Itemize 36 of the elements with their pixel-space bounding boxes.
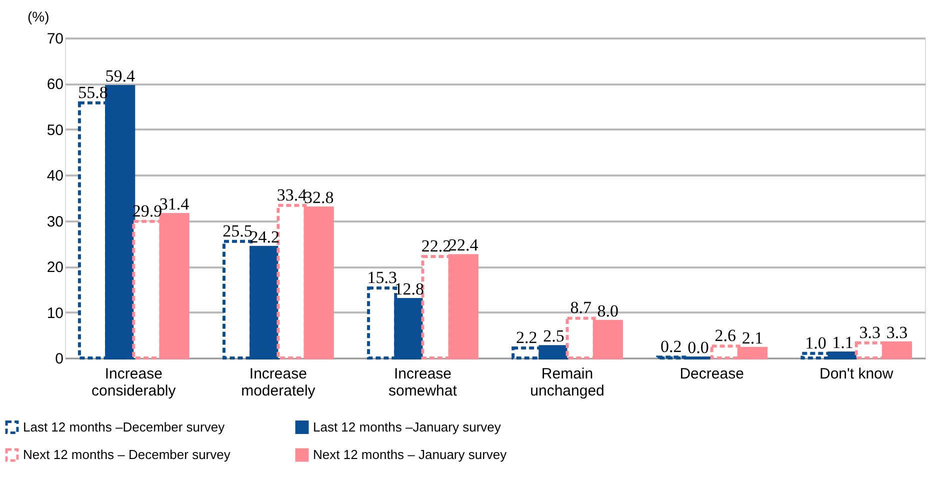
text: 0.2 bbox=[660, 337, 682, 356]
y-tick-label: 0 bbox=[55, 350, 64, 368]
text: 1.1 bbox=[832, 332, 854, 352]
y-tick-label: 50 bbox=[46, 122, 64, 139]
text: 15.3 bbox=[367, 268, 397, 288]
y-tick-label: 30 bbox=[46, 213, 64, 230]
y-axis-title: (%) bbox=[28, 8, 50, 24]
x-tick-label: Increase considerably bbox=[92, 366, 176, 400]
legend-label: Last 12 months –January survey bbox=[313, 419, 502, 434]
text: 2.5 bbox=[543, 326, 564, 346]
y-tick-label: 20 bbox=[46, 259, 64, 276]
text: 32.8 bbox=[304, 188, 334, 208]
y-tick-label: 70 bbox=[46, 30, 64, 48]
text: 8.7 bbox=[570, 298, 592, 318]
text: 2.1 bbox=[742, 328, 764, 348]
text: 24.2 bbox=[250, 227, 280, 246]
x-tick-label: Increase moderately bbox=[241, 366, 316, 400]
text: 1.0 bbox=[805, 333, 826, 352]
text: 3.3 bbox=[886, 322, 908, 342]
text: 0.0 bbox=[688, 338, 709, 357]
text: 25.5 bbox=[222, 221, 252, 240]
text: 59.4 bbox=[105, 66, 135, 86]
x-tick-label: Don't know bbox=[819, 366, 894, 382]
y-tick-label: 60 bbox=[46, 76, 64, 94]
x-tick-label: Increase somewhat bbox=[388, 366, 458, 400]
text: 3.3 bbox=[859, 322, 881, 342]
legend-label: Next 12 months – January survey bbox=[313, 447, 508, 462]
legend-label: Next 12 months – December survey bbox=[23, 447, 231, 462]
text: 2.6 bbox=[714, 326, 736, 346]
x-tick-label: Remain unchanged bbox=[530, 366, 604, 400]
legend-label: Last 12 months –December survey bbox=[23, 419, 226, 434]
x-tick-label: Decrease bbox=[680, 366, 744, 382]
text: 2.2 bbox=[516, 328, 538, 347]
text: 8.0 bbox=[597, 301, 619, 320]
y-tick-label: 10 bbox=[46, 304, 64, 322]
y-tick-label: 40 bbox=[46, 168, 64, 185]
